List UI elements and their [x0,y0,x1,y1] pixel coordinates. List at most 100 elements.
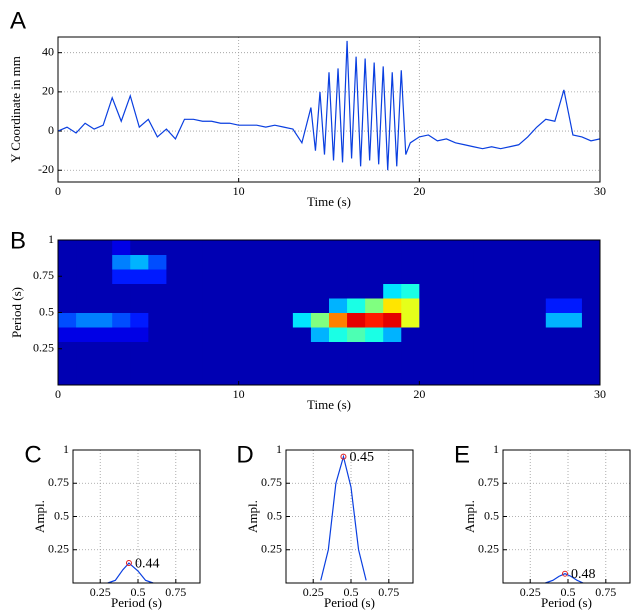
heatmap-cell [347,283,366,299]
y-tick-label: 1 [493,442,499,456]
y-axis-label: Period (s) [9,287,24,338]
heatmap-cell [94,370,113,386]
heatmap-cell [473,283,493,299]
heatmap-cell [545,312,565,328]
heatmap-cell [509,370,529,386]
y-axis-label: Y Coordinate in mm [8,56,23,163]
heatmap-cell [455,341,475,357]
heatmap-cell [184,312,204,328]
heatmap-cell [455,370,475,386]
heatmap-cell [365,370,384,386]
x-tick-label: 10 [233,184,245,198]
y-tick-label: 0.5 [54,508,69,522]
heatmap-cell [148,356,167,371]
heatmap-cell [148,327,167,342]
heatmap-cell [166,327,185,342]
heatmap-cell [256,254,276,270]
heatmap-cell [527,370,547,386]
heatmap-cell [94,341,113,357]
heatmap-cell [419,370,438,386]
heatmap-cell [419,341,438,357]
heatmap-cell [130,327,149,342]
heatmap-cell [94,240,113,255]
heatmap-cell [310,341,330,357]
heatmap-cell [365,283,384,299]
x-axis-label: Time (s) [307,194,351,209]
heatmap-cell [581,298,601,313]
heatmap-cell [166,269,185,284]
axes-frame [57,239,601,386]
heatmap-cell [419,269,438,284]
heatmap-cell [473,370,493,386]
heatmap-cell [256,298,276,313]
heatmap-cell [274,327,294,342]
data-line [57,40,601,171]
heatmap-cell [563,312,583,328]
x-tick-label: 0.5 [131,585,146,599]
heatmap-cell [166,341,185,357]
heatmap-cell [545,254,565,270]
peak-marker [125,560,132,567]
heatmap-cell [256,356,276,371]
heatmap-cell [256,341,276,357]
peak-marker [561,570,568,577]
heatmap-cell [202,254,222,270]
heatmap-cell [238,327,258,342]
heatmap-cell [329,327,348,342]
heatmap-cell [329,269,348,284]
heatmap-cell [76,298,95,313]
heatmap-cell [58,356,77,371]
heatmap-cell [401,341,420,357]
panel-letter: D [236,441,253,468]
heatmap-cell [94,327,113,342]
y-tick-label: 0 [48,123,54,137]
heatmap-cell [112,298,131,313]
heatmap-cell [58,269,77,284]
heatmap-cell [202,370,222,386]
heatmap-cell [527,312,547,328]
heatmap-cell [112,283,131,299]
heatmap-cell [455,327,475,342]
heatmap-cell [76,356,95,371]
heatmap-cell [347,341,366,357]
heatmap-cell [419,240,438,255]
y-tick-label: -20 [38,162,54,176]
heatmap-cell [401,240,420,255]
heatmap-cell [202,327,222,342]
heatmap-cell [437,341,456,357]
heatmap-cell [238,254,258,270]
y-axis-label: Ampl. [462,500,477,533]
x-tick-label: 0.25 [520,585,541,599]
x-tick-label: 0.25 [303,585,324,599]
heatmap-cell [473,254,493,270]
heatmap-cell [256,370,276,386]
heatmap-cell [473,240,493,255]
heatmap-cell [76,240,95,255]
x-tick-label: 0 [55,387,61,401]
heatmap-cell [238,312,258,328]
heatmap-cell [58,240,77,255]
data-line [320,454,367,581]
y-tick-label: 0.75 [33,268,54,282]
heatmap-cell [274,356,294,371]
heatmap-cell [437,356,456,371]
heatmap-cell [383,269,402,284]
heatmap-cell [238,356,258,371]
heatmap-cell [166,312,185,328]
heatmap-cell [76,254,95,270]
heatmap-cell [256,312,276,328]
heatmap-cell [94,283,113,299]
heatmap-cell [437,312,456,328]
heatmap-cell [112,356,131,371]
heatmap-cell [238,298,258,313]
heatmap-cell [383,327,402,342]
heatmap-cell [130,254,149,270]
heatmap-cell [581,269,601,284]
y-axis-label: Ampl. [245,500,260,533]
heatmap-cell [563,269,583,284]
y-tick-label: 0.75 [48,475,69,489]
x-tick-label: 0 [55,184,61,198]
heatmap-cell [184,269,204,284]
x-axis-label: Time (s) [307,397,351,412]
